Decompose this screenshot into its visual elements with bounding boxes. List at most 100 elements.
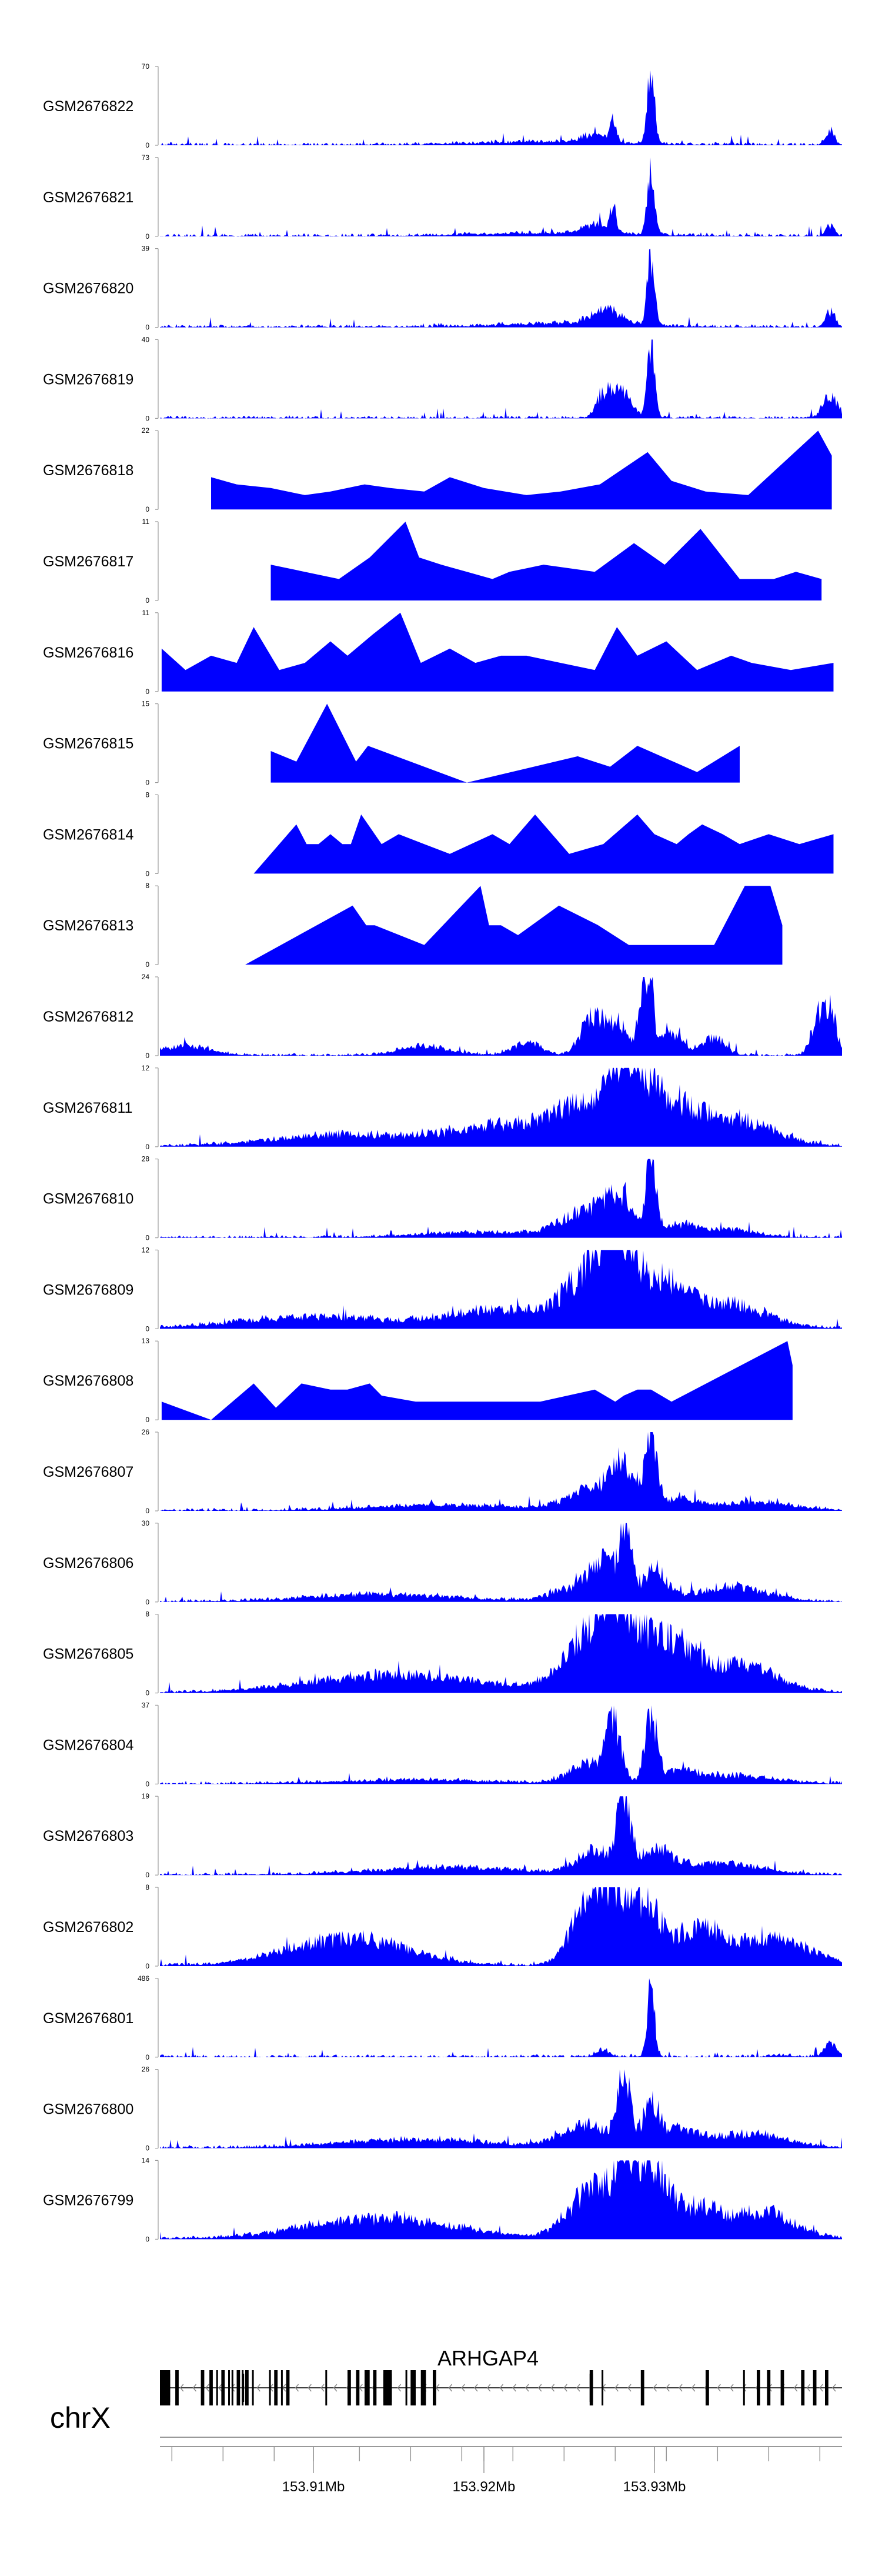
track-GSM2676814: GSM2676814 8 0 xyxy=(43,790,834,877)
y-max-label: 70 xyxy=(142,62,150,71)
gene-model-arhgap4 xyxy=(160,2370,842,2405)
y-max-label: 14 xyxy=(142,2156,150,2164)
strand-chevron xyxy=(819,2384,823,2392)
y-min-label: 0 xyxy=(145,688,149,696)
track-GSM2676804: GSM2676804 37 0 xyxy=(43,1701,842,1788)
track-label: GSM2676822 xyxy=(43,98,133,115)
y-max-label: 73 xyxy=(142,154,150,162)
strand-chevron xyxy=(691,2384,696,2392)
track-GSM2676819: GSM2676819 40 0 xyxy=(43,335,842,422)
exon xyxy=(286,2370,290,2405)
track-label: GSM2676800 xyxy=(43,2101,133,2118)
strand-chevron xyxy=(550,2384,555,2392)
strand-chevron xyxy=(179,2384,184,2392)
signal-area xyxy=(160,2069,842,2148)
exon xyxy=(209,2370,213,2405)
signal-area xyxy=(245,886,783,965)
y-min-label: 0 xyxy=(145,1689,149,1697)
strand-chevron xyxy=(474,2384,478,2392)
strand-chevron xyxy=(832,2384,836,2392)
track-label: GSM2676816 xyxy=(43,645,133,661)
genome-tick-label: 153.93Mb xyxy=(623,2479,686,2495)
exon xyxy=(245,2370,249,2405)
y-min-label: 0 xyxy=(145,2053,149,2061)
y-max-label: 11 xyxy=(142,609,150,617)
y-min-label: 0 xyxy=(145,1416,149,1424)
exon xyxy=(780,2370,784,2405)
gene-label: ARHGAP4 xyxy=(437,2346,539,2370)
exon-block xyxy=(383,2374,392,2402)
y-min-label: 0 xyxy=(145,1324,149,1333)
track-label: GSM2676808 xyxy=(43,1373,133,1389)
signal-area xyxy=(160,977,842,1056)
exon xyxy=(356,2370,360,2405)
exon xyxy=(405,2370,407,2405)
strand-chevron xyxy=(806,2384,811,2392)
track-GSM2676799: GSM2676799 14 0 xyxy=(43,2156,842,2243)
y-max-label: 8 xyxy=(145,882,149,890)
exon xyxy=(252,2370,254,2405)
track-label: GSM2676804 xyxy=(43,1737,133,1753)
y-min-label: 0 xyxy=(145,1234,149,1242)
track-label: GSM2676807 xyxy=(43,1464,133,1480)
y-max-label: 11 xyxy=(142,518,150,526)
exon xyxy=(216,2370,218,2405)
exon xyxy=(231,2370,233,2405)
strand-chevron xyxy=(537,2384,542,2392)
y-min-label: 0 xyxy=(145,1962,149,1970)
exon xyxy=(420,2370,426,2405)
exon xyxy=(706,2370,709,2405)
y-min-label: 0 xyxy=(145,414,149,422)
track-label: GSM2676806 xyxy=(43,1555,133,1571)
track-label: GSM2676815 xyxy=(43,736,133,752)
track-label: GSM2676819 xyxy=(43,371,133,388)
exon xyxy=(813,2370,817,2405)
exon xyxy=(274,2370,278,2405)
strand-chevron xyxy=(512,2384,516,2392)
track-label: GSM2676803 xyxy=(43,1828,133,1844)
strand-chevron xyxy=(320,2384,325,2392)
y-min-label: 0 xyxy=(145,779,149,787)
track-label: GSM2676801 xyxy=(43,2010,133,2027)
strand-chevron xyxy=(653,2384,657,2392)
y-max-label: 13 xyxy=(142,1337,150,1345)
track-GSM2676803: GSM2676803 19 0 xyxy=(43,1792,842,1879)
exon-block xyxy=(589,2374,593,2402)
track-label: GSM2676820 xyxy=(43,281,133,297)
strand-chevron xyxy=(627,2384,632,2392)
signal-area xyxy=(160,248,842,328)
exon xyxy=(801,2370,805,2405)
strand-chevron xyxy=(218,2384,222,2392)
signal-area xyxy=(160,1796,842,1876)
track-GSM2676808: GSM2676808 13 0 xyxy=(43,1337,793,1424)
signal-area xyxy=(160,70,842,145)
y-max-label: 30 xyxy=(142,1519,150,1527)
y-min-label: 0 xyxy=(145,1143,149,1151)
signal-tracks: GSM2676822700GSM2676821730GSM2676820390G… xyxy=(43,62,842,2243)
exon xyxy=(640,2370,644,2405)
track-GSM2676813: GSM2676813 8 0 xyxy=(43,882,783,969)
y-min-label: 0 xyxy=(145,960,149,969)
track-GSM2676816: GSM2676816 11 0 xyxy=(43,609,834,696)
gene-track: ARHGAP4 xyxy=(160,2346,842,2405)
y-max-label: 15 xyxy=(142,700,150,708)
signal-area xyxy=(211,431,832,510)
strand-chevron xyxy=(295,2384,299,2392)
track-GSM2676812: GSM2676812 24 0 xyxy=(43,973,842,1060)
y-min-label: 0 xyxy=(145,596,149,605)
signal-area xyxy=(160,1978,842,2057)
strand-chevron xyxy=(576,2384,580,2392)
y-min-label: 0 xyxy=(145,232,149,241)
exon xyxy=(410,2370,416,2405)
track-GSM2676810: GSM2676810 28 0 xyxy=(43,1155,842,1242)
exon xyxy=(433,2370,436,2405)
exon xyxy=(348,2370,351,2405)
y-max-label: 22 xyxy=(142,426,150,435)
track-label: GSM2676821 xyxy=(43,189,133,206)
signal-area xyxy=(160,1887,842,1966)
y-max-label: 8 xyxy=(145,1883,149,1891)
y-max-label: 8 xyxy=(145,790,149,799)
strand-chevron xyxy=(499,2384,504,2392)
track-label: GSM2676818 xyxy=(43,462,133,479)
track-GSM2676807: GSM2676807 26 0 xyxy=(43,1428,842,1515)
